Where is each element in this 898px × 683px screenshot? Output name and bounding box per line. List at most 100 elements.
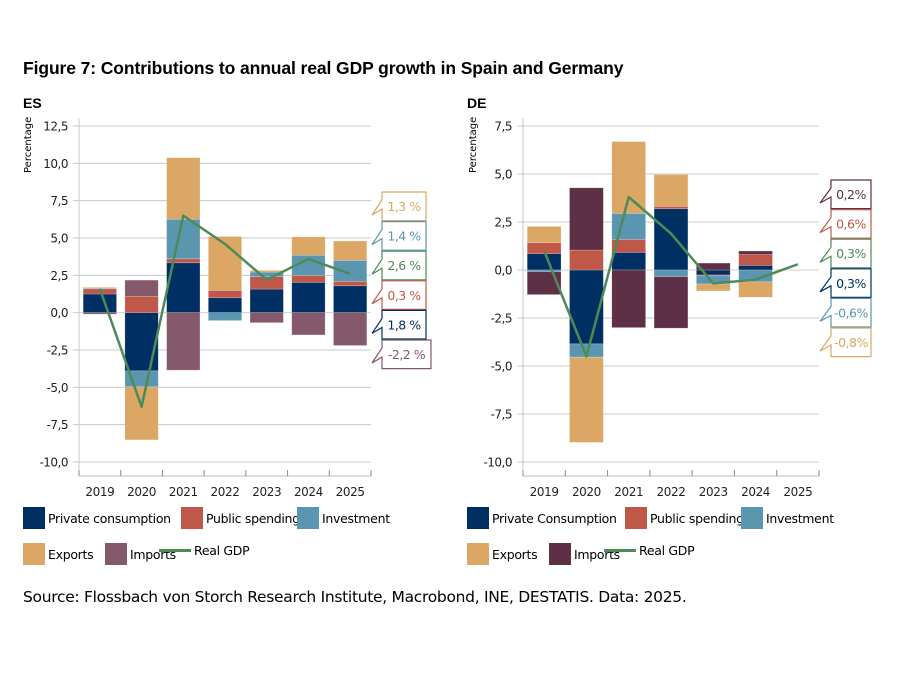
callout-box: [819, 268, 872, 298]
y-tick-label: -10,0: [39, 456, 68, 470]
x-tick-label: 2022: [657, 485, 686, 499]
legend-line-swatch: [159, 549, 191, 552]
bar-segment-private-consumption: [526, 253, 562, 271]
bar-segment-imports: [653, 276, 689, 329]
legend-label: Investment: [322, 510, 390, 526]
x-tick-label: 2021: [169, 485, 198, 499]
legend-item-private-consumption: Private Consumption: [467, 507, 617, 529]
callout-label: 1,4 %: [387, 229, 421, 244]
x-tick-label: 2021: [614, 485, 643, 499]
legend-item-investment: Investment: [741, 507, 834, 529]
x-tick-label: 2020: [127, 485, 156, 499]
bar-segment-private-consumption: [249, 288, 284, 313]
bar-segment-exports: [82, 286, 117, 289]
callout-label: 1,3 %: [387, 199, 421, 214]
callout-label: 0,2%: [836, 187, 866, 202]
legend-label: Exports: [48, 546, 94, 562]
callout-label: 0,6%: [836, 217, 866, 232]
bar-segment-exports: [738, 281, 773, 298]
callout-label: 2,6 %: [387, 258, 421, 273]
callout-label: -0,8%: [834, 335, 868, 350]
callout-box: [371, 280, 427, 310]
legend-color-swatch: [625, 507, 647, 529]
bar-segment-imports: [291, 312, 326, 336]
bar-segment-imports: [569, 187, 604, 251]
bar-segment-public-spending: [124, 296, 159, 313]
legend-item-real-gdp: Real GDP: [159, 543, 250, 558]
legend-label: Real GDP: [194, 543, 250, 558]
bar-segment-imports: [249, 312, 284, 323]
legend-color-swatch: [297, 507, 319, 529]
x-tick-label: 2019: [85, 485, 114, 499]
y-tick-label: 12,5: [43, 120, 68, 134]
y-tick-label: -2,5: [491, 312, 512, 326]
y-tick-label: 0,0: [50, 306, 68, 320]
legend-label: Private consumption: [48, 510, 171, 526]
source-note: Source: Flossbach von Storch Research In…: [23, 588, 687, 606]
callout-box: [371, 339, 432, 370]
legend-label: Public spending: [650, 510, 744, 526]
bar-segment-exports: [124, 386, 159, 441]
bar-segment-imports: [738, 250, 773, 255]
legend-label: Real GDP: [639, 543, 695, 558]
legend-color-swatch: [549, 543, 571, 565]
bar-segment-public-spending: [653, 206, 689, 210]
callout-box: [819, 297, 872, 328]
legend-item-real-gdp: Real GDP: [604, 543, 695, 558]
x-tick-label: 2023: [252, 485, 281, 499]
panel-label: DE: [467, 95, 486, 111]
callout-label: 0,3%: [836, 246, 866, 261]
y-tick-label: 5,0: [494, 168, 512, 182]
bar-segment-private-consumption: [124, 312, 159, 372]
bar-segment-private-consumption: [291, 282, 326, 313]
callout-box: [819, 238, 872, 269]
y-tick-label: 7,5: [50, 194, 68, 208]
callout-box: [371, 221, 427, 251]
bar-segment-private-consumption: [333, 285, 368, 313]
bar-segment-investment: [166, 218, 201, 260]
legend-color-swatch: [181, 507, 203, 529]
x-tick-label: 2024: [294, 485, 323, 499]
x-tick-label: 2020: [572, 485, 601, 499]
legend-color-swatch: [23, 507, 45, 529]
bar-segment-exports: [526, 226, 562, 244]
x-tick-label: 2025: [783, 485, 812, 499]
bar-segment-exports: [611, 141, 646, 214]
bar-segment-exports: [291, 236, 326, 256]
legend-color-swatch: [23, 543, 45, 565]
bar-segment-public-spending: [208, 290, 242, 299]
y-tick-label: 0,0: [494, 264, 512, 278]
legend-item-private-consumption: Private consumption: [23, 507, 171, 529]
bar-segment-investment: [208, 312, 242, 321]
y-tick-label: -7,5: [47, 418, 68, 432]
bar-segment-public-spending: [291, 275, 326, 283]
y-tick-label: -5,0: [47, 381, 68, 395]
legend-item-exports: Exports: [467, 543, 538, 565]
legend-item-investment: Investment: [297, 507, 390, 529]
y-tick-label: 10,0: [43, 157, 68, 171]
bar-segment-private-consumption: [82, 293, 117, 313]
y-tick-label: 7,5: [494, 120, 512, 134]
legend-color-swatch: [467, 543, 489, 565]
panel-label: ES: [23, 95, 42, 111]
callout-label: 1,8 %: [387, 317, 421, 332]
x-tick-label: 2025: [336, 485, 365, 499]
bar-segment-imports: [333, 312, 368, 346]
chart-de: DE Percentage 7,5 5,0 2,5 0,0 -2,5 -5,0 -7,5 -10,…: [467, 95, 872, 499]
y-tick-label: -5,0: [491, 360, 512, 374]
legend-item-public-spending: Public spending: [625, 507, 744, 529]
figure-title: Figure 7: Contributions to annual real G…: [23, 58, 624, 78]
legend-item-public-spending: Public spending: [181, 507, 300, 529]
legend-line-swatch: [604, 549, 636, 552]
bar-segment-investment: [611, 213, 646, 240]
chart-es: ES Percentage 12,5 10,0 7,5 5,0 2,5 0,0 -2,5 -5,0…: [23, 95, 432, 499]
bar-segment-exports: [569, 356, 604, 443]
legend-label: Public spending: [206, 510, 300, 526]
legend-item-exports: Exports: [23, 543, 94, 565]
callout-box: [371, 250, 427, 281]
bar-segment-public-spending: [569, 249, 604, 271]
x-tick-label: 2024: [741, 485, 770, 499]
bar-segment-imports: [82, 312, 117, 315]
y-tick-label: -7,5: [491, 408, 512, 422]
bar-segment-public-spending: [738, 254, 773, 266]
